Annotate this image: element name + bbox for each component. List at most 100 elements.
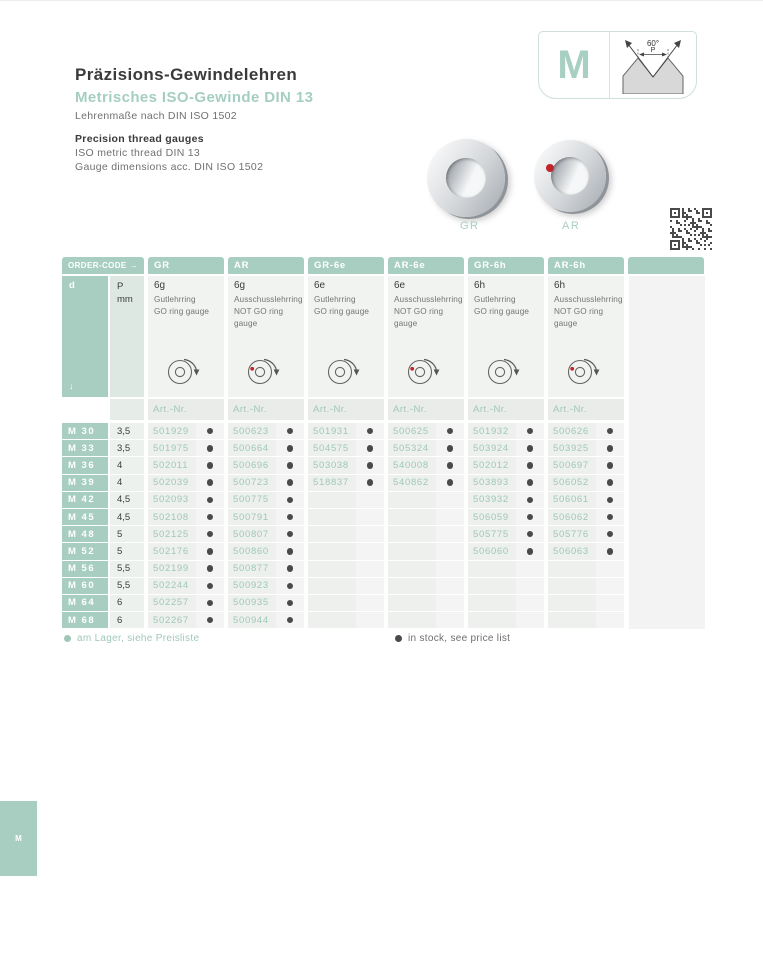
article-number — [388, 612, 436, 629]
table-row: M 39 4 502039 500723 518837 540862 503893 50605… — [62, 474, 705, 491]
legend-english: in stock, see price list — [395, 633, 510, 644]
tolerance-class: 6h — [554, 280, 566, 291]
stock-dot-box — [276, 612, 304, 629]
stock-dot-box — [596, 526, 624, 543]
article-cell — [388, 594, 464, 612]
article-number: 506061 — [548, 491, 596, 508]
go-ring-gauge-icon — [468, 356, 544, 391]
column-subheader-ar-6h: 6h Ausschusslehrring NOT GO ring gauge — [548, 276, 624, 397]
article-number — [388, 560, 436, 577]
article-number: 501975 — [148, 440, 196, 457]
stock-dot-box — [436, 543, 464, 560]
article-number: 500697 — [548, 457, 596, 474]
art-nr-label: Art.-Nr. — [148, 399, 224, 420]
row-pitch-value: 5 — [110, 526, 144, 543]
gauge-type-english: GO ring gauge — [474, 307, 530, 316]
in-stock-dot — [286, 530, 294, 538]
article-number: 500723 — [228, 474, 276, 491]
stock-dot-box — [276, 543, 304, 560]
stock-dot-box — [196, 440, 224, 457]
stock-dot-box — [276, 457, 304, 474]
row-size-label: M 42 — [62, 491, 108, 508]
article-number — [388, 577, 436, 594]
art-nr-label: Art.-Nr. — [308, 399, 384, 420]
article-number: 500791 — [228, 508, 276, 526]
notgo-ring-gauge-icon — [388, 356, 464, 391]
row-pitch-value: 6 — [110, 612, 144, 629]
qr-code — [670, 208, 712, 250]
article-number: 506063 — [548, 543, 596, 560]
article-number — [308, 491, 356, 508]
stock-dot-box — [596, 594, 624, 612]
side-tab-letter: M — [15, 834, 22, 843]
article-cell: 502108 — [148, 508, 224, 526]
stock-dot-box — [356, 457, 384, 474]
stock-dot-box — [436, 508, 464, 526]
row-pitch-value: 4,5 — [110, 491, 144, 508]
stock-dot-box — [276, 491, 304, 508]
row-pitch-value: 4 — [110, 457, 144, 474]
stock-dot-box — [196, 423, 224, 440]
article-cell — [548, 560, 624, 577]
stock-dot-box — [196, 612, 224, 629]
gauge-type-english: GO ring gauge — [154, 307, 210, 316]
stock-dot-box — [196, 594, 224, 612]
article-cell — [548, 594, 624, 612]
gauge-type-german: Ausschusslehrring — [234, 295, 303, 304]
article-cell: 502257 — [148, 594, 224, 612]
stock-dot-box — [516, 474, 544, 491]
article-cell: 540862 — [388, 474, 464, 491]
stock-dot-box — [596, 577, 624, 594]
row-pitch-value: 5 — [110, 543, 144, 560]
article-cell: 506061 — [548, 491, 624, 508]
row-pitch-value: 6 — [110, 594, 144, 612]
stock-dot-box — [436, 612, 464, 629]
article-number: 503924 — [468, 440, 516, 457]
stock-dot-box — [516, 491, 544, 508]
article-number — [388, 508, 436, 526]
article-number: 500775 — [228, 491, 276, 508]
gauge-type-english: NOT GO ring gauge — [234, 307, 284, 328]
red-dot-mark — [546, 164, 554, 172]
article-number: 502108 — [148, 508, 196, 526]
stock-dot-box — [356, 577, 384, 594]
article-cell — [468, 560, 544, 577]
article-cell — [308, 491, 384, 508]
column-header-bars: ORDER-CODE → GR AR GR-6e AR-6e GR-6h AR-6h — [62, 257, 705, 274]
stock-dot-box — [516, 594, 544, 612]
in-stock-dot — [286, 548, 294, 555]
article-number: 500944 — [228, 612, 276, 629]
in-stock-dot — [606, 548, 614, 555]
in-stock-dot — [606, 462, 614, 469]
article-cell: 502093 — [148, 491, 224, 508]
in-stock-dot — [606, 513, 614, 521]
article-number — [388, 594, 436, 612]
row-size-label: M 45 — [62, 508, 108, 526]
article-cell — [468, 577, 544, 594]
p-label: P — [117, 281, 124, 292]
art-nr-row: Art.-Nr. Art.-Nr. Art.-Nr. Art.-Nr. Art.-Nr.… — [62, 399, 705, 420]
article-cell: 506059 — [468, 508, 544, 526]
thread-profile-diagram: 60° P — [610, 32, 696, 98]
row-size-label: M 56 — [62, 560, 108, 577]
order-code-header: ORDER-CODE → — [62, 257, 144, 274]
article-cell: 500923 — [228, 577, 304, 594]
pitch-p-label: P — [651, 47, 656, 54]
article-cell: 500664 — [228, 440, 304, 457]
article-cell: 506063 — [548, 543, 624, 560]
stock-dot-box — [436, 491, 464, 508]
in-stock-dot — [206, 548, 214, 555]
stock-dot-box — [436, 440, 464, 457]
article-number: 500625 — [388, 423, 436, 440]
article-number: 503932 — [468, 491, 516, 508]
article-number — [308, 612, 356, 629]
article-number — [388, 491, 436, 508]
stock-dot-box — [356, 508, 384, 526]
in-stock-dot — [366, 462, 374, 469]
in-stock-dot — [446, 479, 454, 486]
article-cell: 502244 — [148, 577, 224, 594]
article-number — [388, 543, 436, 560]
in-stock-dot — [526, 479, 534, 486]
article-cell: 502125 — [148, 526, 224, 543]
article-cell: 502012 — [468, 457, 544, 474]
